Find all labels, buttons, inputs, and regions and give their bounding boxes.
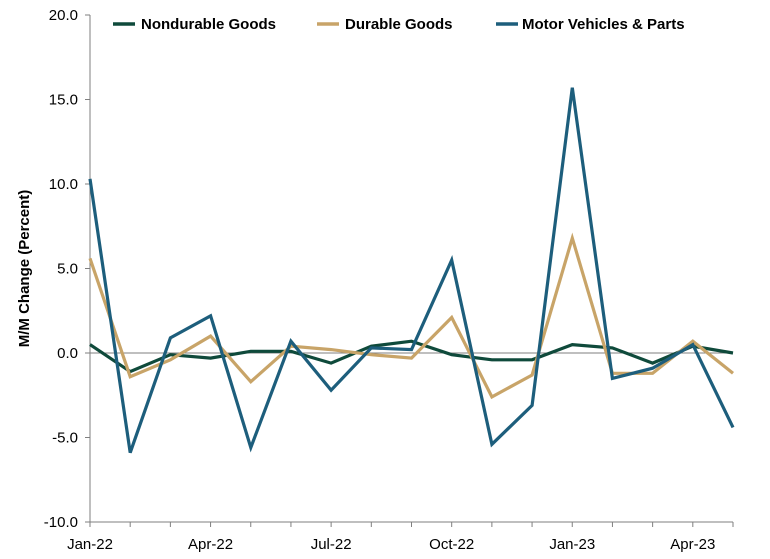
x-tick-label: Apr-22	[188, 536, 233, 553]
y-axis-title: M/M Change (Percent)	[16, 190, 33, 348]
legend-label-durable-goods: Durable Goods	[345, 16, 453, 33]
axes: 20.0 15.0 10.0 5.0 0.0 -5.0 -10.0 Jan-22 Apr-22 J…	[44, 7, 734, 553]
series-line-nondurable-goods	[89, 339, 734, 374]
y-tick-label: 5.0	[57, 261, 78, 278]
legend: Nondurable Goods Durable Goods Motor Vehic…	[113, 16, 685, 33]
y-tick-label: 20.0	[49, 7, 78, 24]
y-tick-label: -10.0	[44, 514, 78, 531]
x-tick-label: Jan-23	[549, 536, 595, 553]
x-tick-label: Apr-23	[670, 536, 715, 553]
series-line-durable-goods	[88, 232, 734, 400]
x-tick-label: Oct-22	[429, 536, 474, 553]
series-line-motor-vehicles-parts	[88, 87, 735, 454]
x-tick-label: Jan-22	[67, 536, 113, 553]
y-tick-label: 15.0	[49, 92, 78, 109]
y-tick-label: 10.0	[49, 176, 78, 193]
plot-lines	[88, 87, 735, 454]
y-tick-label: 0.0	[57, 345, 78, 362]
legend-label-nondurable-goods: Nondurable Goods	[141, 16, 276, 33]
y-tick-label: -5.0	[52, 430, 78, 447]
x-tick-label: Jul-22	[311, 536, 352, 553]
legend-label-motor-vehicles-parts: Motor Vehicles & Parts	[522, 16, 685, 33]
